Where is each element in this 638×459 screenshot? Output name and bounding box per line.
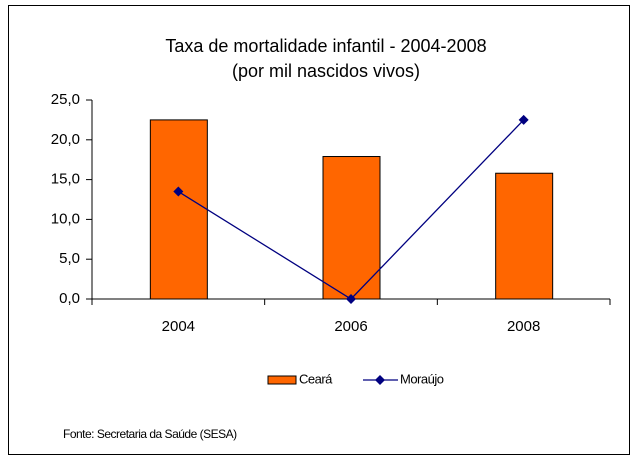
legend-swatch (267, 375, 297, 385)
x-tick-label: 2006 (334, 318, 367, 335)
legend-label: Ceará (299, 371, 333, 386)
legend-marker (375, 375, 385, 385)
chart-title: Taxa de mortalidade infantil - 2004-2008 (165, 36, 486, 56)
y-tick-label: 5,0 (59, 250, 80, 267)
source-note: Fonte: Secretaria da Saúde (SESA) (63, 427, 237, 441)
y-tick-label: 10,0 (51, 210, 80, 227)
line-marker (173, 186, 184, 197)
bar (322, 156, 381, 300)
line-marker (346, 294, 356, 304)
legend-label: Moraújo (400, 371, 444, 386)
line-marker (518, 114, 529, 125)
x-tick-label: 2004 (162, 318, 195, 335)
x-tick-label: 2008 (507, 318, 540, 335)
chart-subtitle: (por mil nascidos vivos) (232, 61, 420, 81)
bar (495, 172, 554, 300)
y-tick-label: 0,0 (59, 290, 80, 307)
y-tick-label: 15,0 (51, 171, 80, 188)
bar (149, 119, 208, 300)
y-tick-label: 20,0 (51, 131, 80, 148)
y-tick-label: 25,0 (51, 91, 80, 108)
